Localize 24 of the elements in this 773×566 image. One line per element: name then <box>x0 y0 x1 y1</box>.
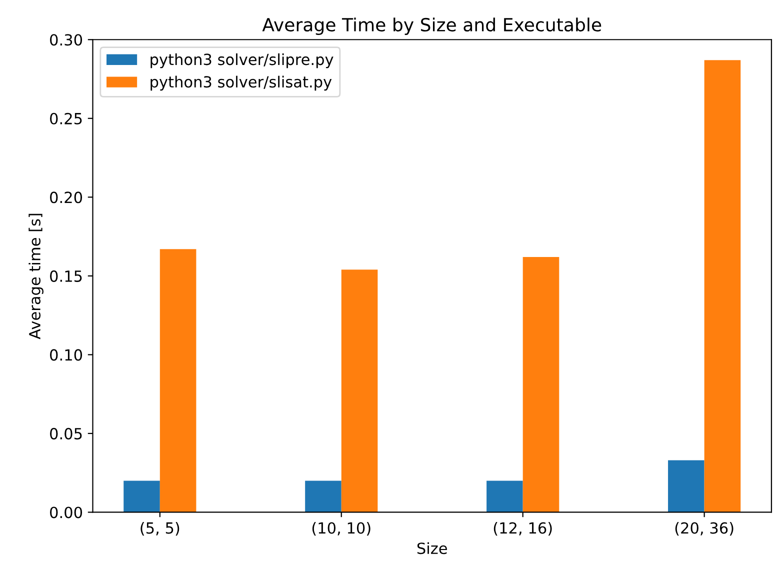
y-tick-label: 0.25 <box>50 112 82 124</box>
bar <box>124 480 160 512</box>
legend-label: python3 solver/slipre.py <box>150 53 334 68</box>
bar <box>522 257 560 512</box>
x-tick-label: (10, 10) <box>312 522 370 536</box>
y-tick-label: 0.30 <box>50 34 82 46</box>
x-axis-title: Size <box>417 542 447 554</box>
bar <box>305 480 342 512</box>
y-tick-label: 0.15 <box>50 270 82 282</box>
legend-label: python3 solver/slisat.py <box>150 76 332 91</box>
x-tick-label: (20, 36) <box>675 522 734 536</box>
bar <box>341 270 378 512</box>
bar <box>486 480 523 512</box>
y-axis-title: Average time [s] <box>28 214 44 340</box>
chart-title: Average Time by Size and Executable <box>262 18 602 36</box>
bar <box>704 60 741 512</box>
x-tick-label: (5, 5) <box>140 522 180 536</box>
y-tick-label: 0.20 <box>50 192 82 204</box>
bar <box>668 460 704 512</box>
y-tick-label: 0.00 <box>50 506 82 518</box>
y-tick-label: 0.10 <box>50 349 82 361</box>
bar <box>160 249 196 512</box>
y-tick-label: 0.05 <box>50 428 82 440</box>
x-tick-label: (12, 16) <box>494 522 552 536</box>
